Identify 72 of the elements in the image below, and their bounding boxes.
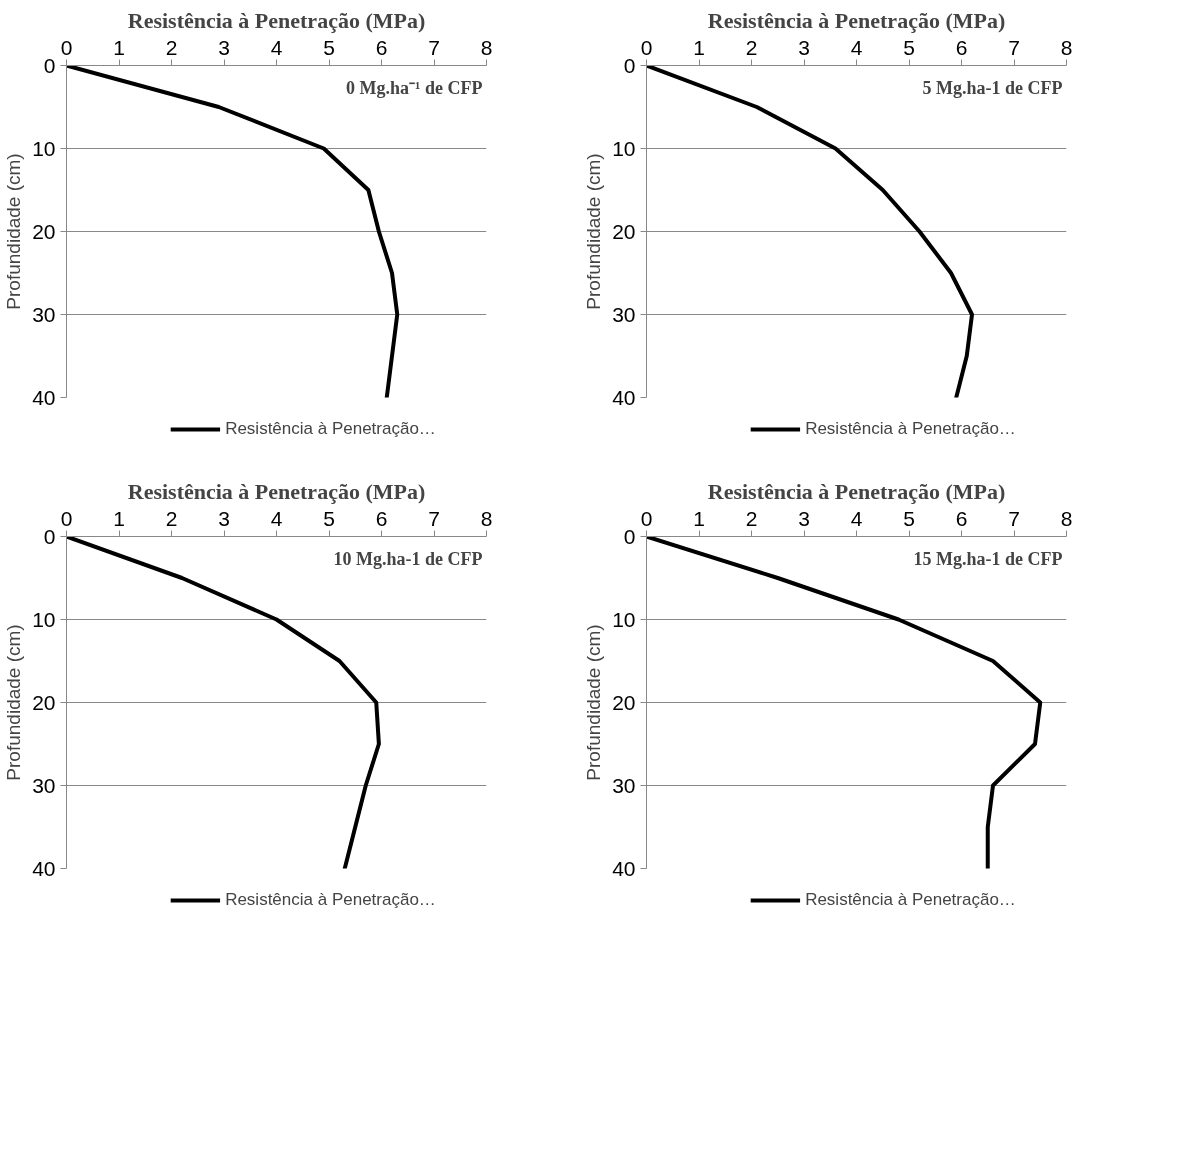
y-tick-label: 0 xyxy=(43,53,56,77)
legend-label: Resistência à Penetração… xyxy=(225,890,436,910)
y-tick-label: 30 xyxy=(32,773,56,797)
y-tick-label: 0 xyxy=(623,524,636,548)
x-tick-label: 6 xyxy=(955,35,968,59)
x-tick-label: 5 xyxy=(323,35,335,59)
y-tick-label: 40 xyxy=(32,385,56,409)
x-tick-label: 3 xyxy=(218,35,230,59)
y-tick-label: 40 xyxy=(32,856,56,880)
y-tick-label: 10 xyxy=(612,607,636,631)
x-tick-label: 0 xyxy=(60,35,73,59)
y-tick-label: 40 xyxy=(612,385,636,409)
x-tick-label: 2 xyxy=(745,35,758,59)
annotation: 10 Mg.ha-1 de CFP xyxy=(333,548,483,569)
x-tick-label: 2 xyxy=(165,506,178,530)
annotation: 0 Mg.ha⁻¹ de CFP xyxy=(346,77,483,98)
annotation: 5 Mg.ha-1 de CFP xyxy=(922,77,1063,98)
x-tick-label: 0 xyxy=(640,35,653,59)
y-axis-title: Profundidade (cm) xyxy=(583,624,605,781)
y-tick-label: 0 xyxy=(43,524,56,548)
x-tick-label: 0 xyxy=(640,506,653,530)
x-tick-label: 0 xyxy=(60,506,73,530)
y-tick-label: 30 xyxy=(612,302,636,326)
annotation: 15 Mg.ha-1 de CFP xyxy=(913,548,1063,569)
x-tick-label: 5 xyxy=(323,506,335,530)
x-tick-label: 2 xyxy=(745,506,758,530)
x-tick-label: 2 xyxy=(165,35,178,59)
x-tick-label: 7 xyxy=(1008,506,1020,530)
x-tick-label: 8 xyxy=(480,506,493,530)
y-tick-label: 30 xyxy=(612,773,636,797)
chart-title: Resistência à Penetração (MPa) xyxy=(707,478,1006,504)
x-tick-label: 7 xyxy=(1008,35,1020,59)
y-tick-label: 0 xyxy=(623,53,636,77)
y-axis-title: Profundidade (cm) xyxy=(583,153,605,310)
y-tick-label: 20 xyxy=(32,219,56,243)
x-tick-label: 3 xyxy=(798,35,810,59)
y-tick-label: 10 xyxy=(32,136,56,160)
legend-label: Resistência à Penetração… xyxy=(805,419,1016,439)
x-tick-label: 1 xyxy=(693,35,705,59)
y-tick-label: 20 xyxy=(32,690,56,714)
y-tick-label: 20 xyxy=(612,690,636,714)
x-tick-label: 6 xyxy=(375,35,388,59)
y-tick-label: 10 xyxy=(612,136,636,160)
x-tick-label: 4 xyxy=(850,506,863,530)
y-tick-label: 40 xyxy=(612,856,636,880)
legend-label: Resistência à Penetração… xyxy=(805,890,1016,910)
chart-title: Resistência à Penetração (MPa) xyxy=(127,478,426,504)
x-tick-label: 4 xyxy=(270,506,283,530)
legend-label: Resistência à Penetração… xyxy=(225,419,436,439)
x-tick-label: 3 xyxy=(798,506,810,530)
chart-title: Resistência à Penetração (MPa) xyxy=(707,7,1006,33)
y-tick-label: 10 xyxy=(32,607,56,631)
x-tick-label: 7 xyxy=(428,506,440,530)
y-axis-title: Profundidade (cm) xyxy=(3,624,25,781)
x-tick-label: 6 xyxy=(955,506,968,530)
x-tick-label: 8 xyxy=(1060,35,1073,59)
y-tick-label: 30 xyxy=(32,302,56,326)
x-tick-label: 1 xyxy=(693,506,705,530)
x-tick-label: 1 xyxy=(113,506,125,530)
x-tick-label: 4 xyxy=(850,35,863,59)
y-axis-title: Profundidade (cm) xyxy=(3,153,25,310)
x-tick-label: 3 xyxy=(218,506,230,530)
x-tick-label: 4 xyxy=(270,35,283,59)
x-tick-label: 1 xyxy=(113,35,125,59)
chart-title: Resistência à Penetração (MPa) xyxy=(127,7,426,33)
x-tick-label: 8 xyxy=(1060,506,1073,530)
y-tick-label: 20 xyxy=(612,219,636,243)
x-tick-label: 5 xyxy=(903,506,915,530)
x-tick-label: 7 xyxy=(428,35,440,59)
x-tick-label: 6 xyxy=(375,506,388,530)
x-tick-label: 8 xyxy=(480,35,493,59)
x-tick-label: 5 xyxy=(903,35,915,59)
